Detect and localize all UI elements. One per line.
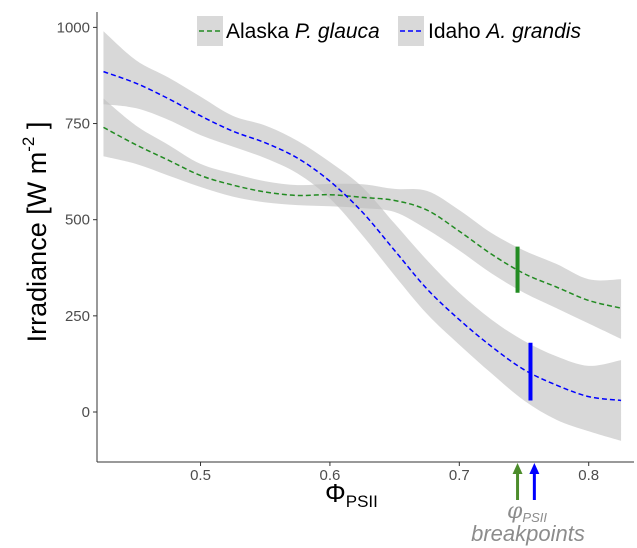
legend: Alaska P. glauca Idaho A. grandis xyxy=(197,16,581,46)
breakpoint-bars-layer xyxy=(515,246,533,401)
x-ticks: 0.5 0.6 0.7 0.8 xyxy=(190,462,599,484)
ribbons-layer xyxy=(103,31,622,441)
annotation-breakpoints: breakpoints xyxy=(471,521,585,546)
y-tick-label: 0 xyxy=(82,404,90,421)
legend-label-alaska: Alaska P. glauca xyxy=(226,20,380,43)
x-axis-title-symbol: Φ xyxy=(325,478,346,508)
y-axis-title-main: Irradiance [W m xyxy=(22,152,52,343)
x-tick-label: 0.6 xyxy=(319,467,340,484)
y-axis-title: Irradiance [W m-2 ] xyxy=(19,122,52,343)
y-axis-title-close: ] xyxy=(22,122,52,137)
x-axis-title: ΦPSII xyxy=(325,478,378,511)
x-axis-title-sub: PSII xyxy=(346,492,378,511)
annotation-phi-symbol: φ xyxy=(507,499,523,524)
y-tick-label: 750 xyxy=(65,116,90,133)
lines-layer xyxy=(103,70,622,402)
breakpoint-arrows-layer xyxy=(512,463,540,500)
y-axis-title-exp: -2 xyxy=(19,137,38,152)
annotation-phi: φPSII xyxy=(507,499,547,525)
breakpoint-arrow-head-2 xyxy=(529,463,540,474)
annotation-phi-sub: PSII xyxy=(522,510,547,525)
x-tick-label: 0.8 xyxy=(578,467,599,484)
series-line-alaska-p-glauca xyxy=(103,126,622,309)
ci-ribbon-idaho-a-grandis xyxy=(103,31,622,441)
legend-label-idaho-species: A. grandis xyxy=(484,20,581,43)
legend-label-alaska-species: P. glauca xyxy=(295,20,380,43)
series-line-idaho-a-grandis xyxy=(103,70,622,402)
x-tick-label: 0.7 xyxy=(449,467,470,484)
y-tick-label: 500 xyxy=(65,212,90,229)
y-tick-label: 250 xyxy=(65,308,90,325)
y-ticks: 0 250 500 750 1000 xyxy=(57,19,97,421)
legend-label-idaho-prefix: Idaho xyxy=(428,20,486,43)
legend-label-alaska-prefix: Alaska xyxy=(226,20,295,43)
legend-label-idaho: Idaho A. grandis xyxy=(428,20,581,43)
y-tick-label: 1000 xyxy=(57,19,90,36)
x-tick-label: 0.5 xyxy=(190,467,211,484)
breakpoint-arrow-head-1 xyxy=(512,463,523,474)
